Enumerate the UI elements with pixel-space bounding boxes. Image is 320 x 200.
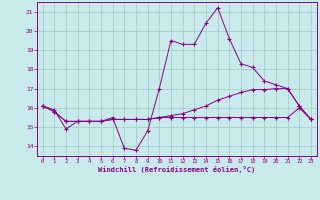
- X-axis label: Windchill (Refroidissement éolien,°C): Windchill (Refroidissement éolien,°C): [98, 166, 255, 173]
